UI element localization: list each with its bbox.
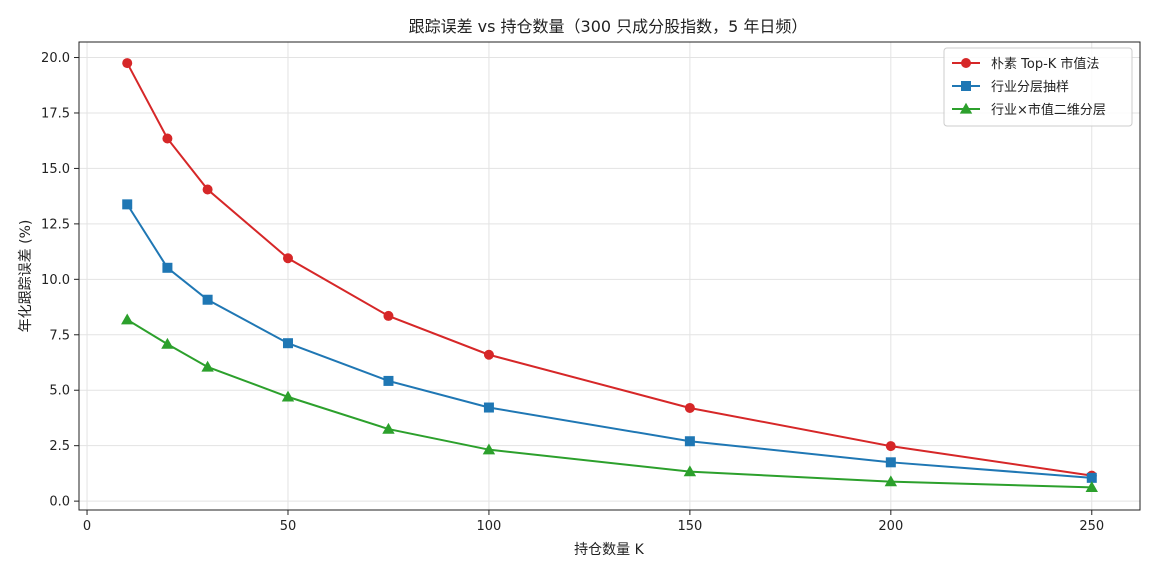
legend-item: 朴素 Top-K 市值法 xyxy=(952,56,1099,72)
y-axis-label: 年化跟踪误差 (%) xyxy=(18,220,34,333)
legend-item: 行业分层抽样 xyxy=(952,80,1069,95)
data-point xyxy=(884,475,898,487)
data-point xyxy=(161,337,174,349)
data-point xyxy=(482,443,496,455)
data-point xyxy=(483,349,494,360)
legend-marker xyxy=(959,102,973,114)
data-point xyxy=(684,402,695,413)
x-tick-label: 150 xyxy=(677,519,702,534)
data-point xyxy=(122,199,133,210)
data-point xyxy=(483,402,494,413)
x-axis-label: 持仓数量 K xyxy=(574,542,644,558)
data-point xyxy=(383,375,394,386)
legend-item: 行业×市值二维分层 xyxy=(952,102,1106,118)
legend-label: 行业分层抽样 xyxy=(991,80,1069,95)
y-tick-label: 5.0 xyxy=(49,384,70,399)
data-point xyxy=(683,465,697,477)
data-point xyxy=(281,390,295,402)
data-point xyxy=(382,422,395,434)
data-point xyxy=(885,457,896,468)
y-tick-label: 17.5 xyxy=(41,106,70,121)
data-point xyxy=(121,313,134,325)
legend-label: 行业×市值二维分层 xyxy=(991,102,1106,118)
data-point xyxy=(282,253,293,264)
data-point xyxy=(162,133,173,144)
series-2 xyxy=(122,199,1097,483)
series-group xyxy=(121,58,1098,493)
legend-marker xyxy=(961,81,971,91)
y-tick-label: 2.5 xyxy=(49,439,70,454)
data-point xyxy=(1085,481,1098,493)
legend-box xyxy=(943,47,1133,127)
y-tick-label: 0.0 xyxy=(49,495,70,510)
chart-title: 跟踪误差 vs 持仓数量（300 只成分股指数，5 年日频） xyxy=(409,17,808,36)
x-tick-label: 100 xyxy=(477,519,502,534)
data-point xyxy=(1086,472,1097,483)
data-point xyxy=(885,441,896,452)
data-point xyxy=(684,436,695,447)
legend-label: 朴素 Top-K 市值法 xyxy=(991,56,1099,72)
y-tick-label: 7.5 xyxy=(49,328,70,343)
series-3 xyxy=(121,313,1098,493)
y-tick-label: 15.0 xyxy=(41,162,70,177)
legend-marker xyxy=(961,58,971,68)
y-tick-label: 20.0 xyxy=(41,51,70,66)
x-tick-label: 250 xyxy=(1079,519,1104,534)
x-tick-label: 0 xyxy=(83,519,91,534)
plot-frame xyxy=(78,41,1141,511)
data-point xyxy=(282,338,293,349)
data-point xyxy=(122,58,133,69)
data-point xyxy=(202,294,213,305)
axis-ticks: 0 50 100 150 200 250 0.0 2.5 5.0 7.5 10.0 12.5 15.0 1… xyxy=(41,51,1104,534)
data-point xyxy=(201,360,214,372)
data-point xyxy=(202,184,213,195)
data-point xyxy=(162,262,173,273)
y-tick-label: 12.5 xyxy=(41,217,70,232)
series-line xyxy=(126,318,1092,489)
x-tick-label: 50 xyxy=(280,519,297,534)
data-point xyxy=(383,310,394,321)
y-tick-label: 10.0 xyxy=(41,273,70,288)
x-tick-label: 200 xyxy=(878,519,903,534)
